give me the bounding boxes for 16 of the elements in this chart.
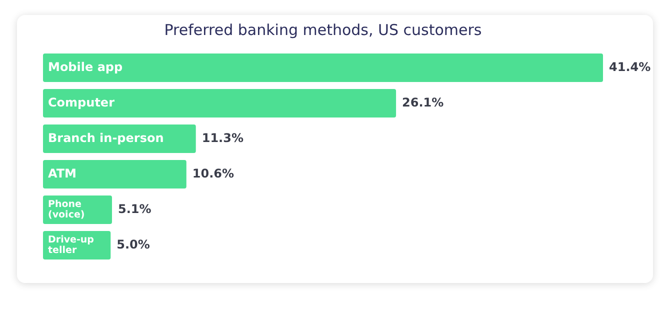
data-label: 11.3% xyxy=(202,130,244,145)
bar xyxy=(43,160,186,188)
y-tick-label: ATM xyxy=(48,166,76,180)
y-tick-label: Phone (voice) xyxy=(48,198,85,220)
data-label: 26.1% xyxy=(402,95,444,110)
data-label: 10.6% xyxy=(192,166,234,180)
data-label: 5.0% xyxy=(116,237,150,252)
y-tick-label: Branch in-person xyxy=(48,130,164,145)
y-tick-label: Mobile app xyxy=(48,60,124,74)
y-tick-label: Drive-up teller xyxy=(48,234,94,256)
bar xyxy=(43,54,603,82)
data-label: 5.1% xyxy=(118,202,152,216)
chart-title: Preferred banking methods, US customers xyxy=(164,20,482,39)
bar xyxy=(43,89,396,118)
data-label: 41.4% xyxy=(609,60,651,74)
y-tick-label: Computer xyxy=(48,95,115,110)
